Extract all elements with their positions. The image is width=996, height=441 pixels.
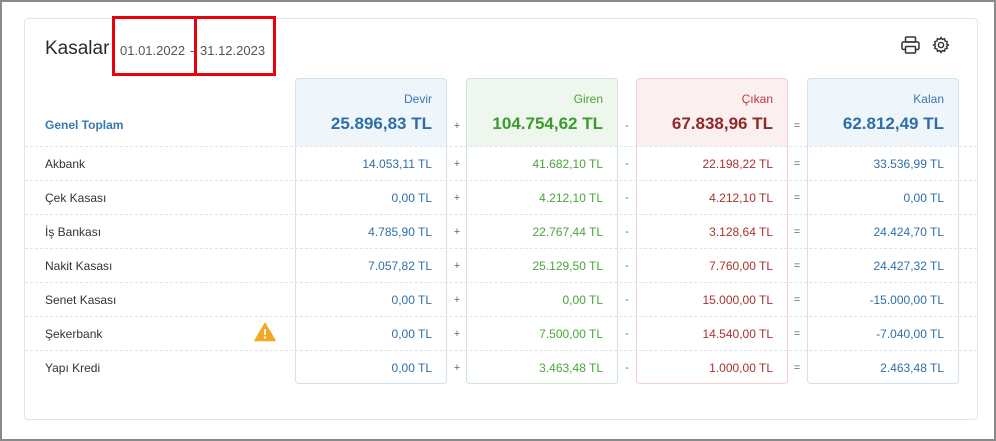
account-name[interactable]: İş Bankası: [45, 225, 102, 239]
operator-equals: =: [793, 120, 801, 132]
gear-icon: [932, 36, 950, 54]
operator-plus: +: [453, 192, 461, 204]
cell-cikan: 7.760,00 TL: [709, 259, 773, 273]
column-cikan: [636, 78, 788, 384]
row-divider: [25, 248, 977, 249]
operator-equals: =: [793, 226, 801, 238]
account-name[interactable]: Şekerbank: [45, 327, 103, 341]
column-giren: [466, 78, 618, 384]
account-name[interactable]: Senet Kasası: [45, 293, 117, 307]
cell-kalan: 33.536,99 TL: [873, 157, 944, 171]
row-divider: [25, 146, 977, 147]
settings-button[interactable]: [930, 34, 952, 56]
cell-devir: 4.785,90 TL: [368, 225, 432, 239]
cell-kalan: -15.000,00 TL: [869, 293, 944, 307]
highlight-box-start-date: [112, 16, 197, 76]
cell-devir: 14.053,11 TL: [362, 157, 432, 171]
cell-giren: 25.129,50 TL: [532, 259, 603, 273]
column-devir: [295, 78, 447, 384]
total-devir: 25.896,83 TL: [330, 114, 432, 133]
total-kalan: 62.812,49 TL: [842, 114, 944, 133]
date-start[interactable]: 01.01.2022: [120, 43, 186, 58]
cell-giren: 3.463,48 TL: [539, 361, 603, 375]
cell-giren: 41.682,10 TL: [532, 157, 603, 171]
date-end[interactable]: 31.12.2023: [200, 43, 266, 58]
operator-plus: +: [453, 260, 461, 272]
column-label-devir: Devir: [403, 92, 432, 106]
operator-minus: -: [625, 158, 629, 170]
date-separator: -: [190, 43, 195, 58]
row-divider: [25, 282, 977, 283]
operator-plus: +: [453, 226, 461, 238]
cell-kalan: 2.463,48 TL: [880, 361, 944, 375]
cell-giren: 0,00 TL: [562, 293, 603, 307]
operator-equals: =: [793, 192, 801, 204]
cell-cikan: 14.540,00 TL: [702, 327, 773, 341]
cell-devir: 0,00 TL: [391, 191, 432, 205]
account-name[interactable]: Nakit Kasası: [45, 259, 113, 273]
operator-minus: -: [625, 260, 629, 272]
cell-giren: 4.212,10 TL: [539, 191, 603, 205]
operator-minus: -: [625, 226, 629, 238]
total-giren: 104.754,62 TL: [492, 114, 603, 133]
operator-plus: +: [453, 294, 461, 306]
printer-icon: [900, 36, 920, 54]
cell-devir: 0,00 TL: [391, 293, 432, 307]
operator-equals: =: [793, 260, 801, 272]
operator-equals: =: [793, 294, 801, 306]
print-button[interactable]: [899, 34, 921, 56]
warning-icon[interactable]: [254, 322, 276, 342]
account-name[interactable]: Akbank: [45, 157, 86, 171]
cell-devir: 7.057,82 TL: [368, 259, 432, 273]
operator-equals: =: [793, 158, 801, 170]
operator-plus: +: [453, 362, 461, 374]
cell-devir: 0,00 TL: [391, 361, 432, 375]
cell-cikan: 15.000,00 TL: [702, 293, 773, 307]
cell-kalan: 24.424,70 TL: [873, 225, 944, 239]
operator-minus: -: [625, 120, 629, 132]
total-cikan: 67.838,96 TL: [671, 114, 773, 133]
cell-cikan: 22.198,22 TL: [702, 157, 773, 171]
row-divider: [25, 180, 977, 181]
operator-minus: -: [625, 362, 629, 374]
operator-plus: +: [453, 120, 461, 132]
account-name[interactable]: Çek Kasası: [45, 191, 107, 205]
cell-kalan: 24.427,32 TL: [873, 259, 944, 273]
page-title: Kasalar: [45, 38, 110, 59]
column-label-kalan: Kalan: [913, 92, 944, 106]
summary-label: Genel Toplam: [45, 118, 124, 132]
operator-minus: -: [625, 328, 629, 340]
highlight-box-end-date: [194, 16, 276, 76]
cell-kalan: -7.040,00 TL: [876, 327, 944, 341]
operator-equals: =: [793, 362, 801, 374]
row-divider: [25, 316, 977, 317]
column-label-cikan: Çıkan: [741, 92, 773, 106]
cell-giren: 22.767,44 TL: [532, 225, 603, 239]
operator-plus: +: [453, 328, 461, 340]
operator-minus: -: [625, 192, 629, 204]
column-kalan: [807, 78, 959, 384]
operator-plus: +: [453, 158, 461, 170]
row-divider: [25, 214, 977, 215]
operator-equals: =: [793, 328, 801, 340]
row-divider: [25, 350, 977, 351]
cell-kalan: 0,00 TL: [903, 191, 944, 205]
cell-cikan: 3.128,64 TL: [709, 225, 773, 239]
cell-cikan: 4.212,10 TL: [709, 191, 773, 205]
column-label-giren: Giren: [573, 92, 603, 106]
account-name[interactable]: Yapı Kredi: [45, 361, 101, 375]
cell-cikan: 1.000,00 TL: [709, 361, 773, 375]
operator-minus: -: [625, 294, 629, 306]
cell-giren: 7.500,00 TL: [539, 327, 603, 341]
cell-devir: 0,00 TL: [391, 327, 432, 341]
